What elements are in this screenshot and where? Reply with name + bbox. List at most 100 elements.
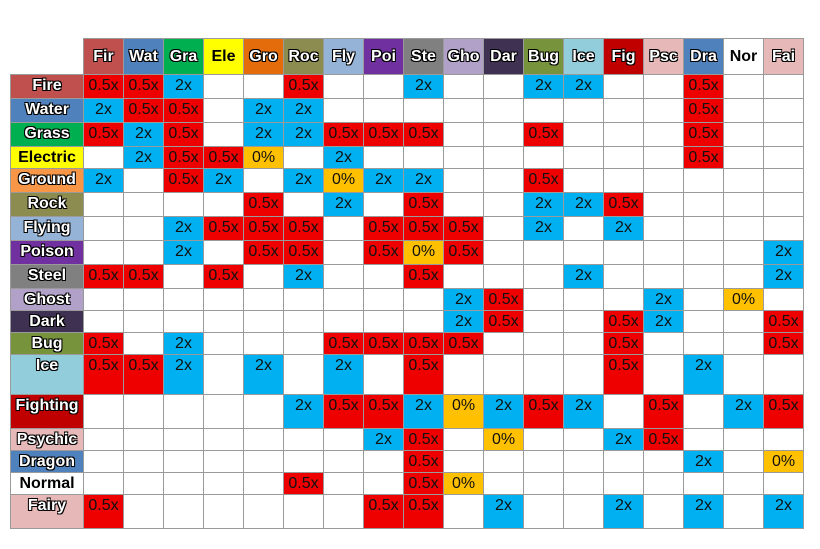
effectiveness-cell [603, 146, 644, 169]
effectiveness-cell [603, 394, 644, 429]
effectiveness-cell [163, 494, 204, 529]
effectiveness-cell [243, 494, 284, 529]
effectiveness-cell [723, 74, 764, 99]
effectiveness-cell [443, 98, 484, 123]
column-header-dra: Dra [683, 38, 724, 75]
effectiveness-cell: 0.5x [603, 192, 644, 217]
effectiveness-cell: 2x [563, 394, 604, 429]
effectiveness-cell: 0.5x [443, 332, 484, 355]
effectiveness-cell [323, 74, 364, 99]
effectiveness-cell [363, 288, 404, 311]
effectiveness-cell: 2x [763, 240, 804, 265]
attacker-row-water: Water 2x 0.5x 0.5x 2x 2x 0.5x [10, 98, 804, 123]
effectiveness-cell [483, 240, 524, 265]
attacker-row-grass: Grass 0.5x 2x 0.5x 2x 2x 0.5x 0.5x 0.5x 0.5x 0.5x [10, 122, 804, 147]
effectiveness-cell [123, 216, 164, 241]
effectiveness-cell [123, 168, 164, 193]
effectiveness-cell [203, 354, 244, 395]
effectiveness-cell: 2x [523, 74, 564, 99]
effectiveness-cell: 0.5x [403, 264, 444, 289]
effectiveness-cell: 0.5x [283, 240, 324, 265]
effectiveness-cell [563, 428, 604, 451]
effectiveness-cell: 0% [443, 472, 484, 495]
effectiveness-cell: 2x [563, 264, 604, 289]
row-header-dark: Dark [10, 310, 84, 333]
effectiveness-cell [163, 310, 204, 333]
effectiveness-cell [523, 428, 564, 451]
effectiveness-cell [603, 74, 644, 99]
effectiveness-cell [603, 472, 644, 495]
effectiveness-cell [323, 494, 364, 529]
effectiveness-cell [563, 288, 604, 311]
effectiveness-cell [123, 450, 164, 473]
row-header-fighting: Fighting [10, 394, 84, 429]
effectiveness-cell [123, 288, 164, 311]
effectiveness-cell [83, 216, 124, 241]
effectiveness-cell: 2x [83, 98, 124, 123]
effectiveness-cell: 0.5x [123, 354, 164, 395]
effectiveness-cell [563, 146, 604, 169]
effectiveness-cell: 0.5x [83, 332, 124, 355]
attacker-row-fire: Fire 0.5x 0.5x 2x 0.5x 2x 2x 2x 0.5x [10, 74, 804, 99]
effectiveness-cell [603, 168, 644, 193]
effectiveness-cell: 0.5x [403, 192, 444, 217]
effectiveness-cell [603, 122, 644, 147]
effectiveness-cell [483, 122, 524, 147]
effectiveness-cell [163, 450, 204, 473]
effectiveness-cell [523, 240, 564, 265]
column-header-roc: Roc [283, 38, 324, 75]
column-header-ice: Ice [563, 38, 604, 75]
effectiveness-cell [603, 240, 644, 265]
effectiveness-cell [283, 146, 324, 169]
effectiveness-cell [163, 264, 204, 289]
row-header-rock: Rock [10, 192, 84, 217]
effectiveness-cell [683, 472, 724, 495]
effectiveness-cell [123, 472, 164, 495]
effectiveness-cell [123, 494, 164, 529]
effectiveness-cell [283, 288, 324, 311]
column-header-poi: Poi [363, 38, 404, 75]
effectiveness-cell [683, 264, 724, 289]
effectiveness-cell [643, 216, 684, 241]
attacker-rows: Fire 0.5x 0.5x 2x 0.5x 2x 2x 2x 0.5x Water 2x 0.5x 0… [10, 74, 804, 529]
effectiveness-cell: 0.5x [683, 74, 724, 99]
effectiveness-cell [563, 494, 604, 529]
effectiveness-cell [203, 122, 244, 147]
effectiveness-cell [643, 240, 684, 265]
column-header-gho: Gho [443, 38, 484, 75]
effectiveness-cell [723, 332, 764, 355]
attacker-row-ground: Ground 2x 0.5x 2x 2x 0% 2x 2x 0.5x [10, 168, 804, 193]
effectiveness-cell [123, 332, 164, 355]
effectiveness-cell [443, 122, 484, 147]
effectiveness-cell [163, 288, 204, 311]
effectiveness-cell [443, 494, 484, 529]
effectiveness-cell: 0.5x [523, 394, 564, 429]
effectiveness-cell [563, 310, 604, 333]
effectiveness-cell [643, 472, 684, 495]
effectiveness-cell [723, 310, 764, 333]
effectiveness-cell [323, 472, 364, 495]
effectiveness-cell [363, 192, 404, 217]
effectiveness-cell: 0.5x [603, 310, 644, 333]
attacker-row-steel: Steel 0.5x 0.5x 0.5x 2x 0.5x 2x 2x [10, 264, 804, 289]
effectiveness-cell: 2x [163, 240, 204, 265]
effectiveness-cell [283, 192, 324, 217]
effectiveness-cell [283, 354, 324, 395]
effectiveness-cell [243, 450, 284, 473]
effectiveness-cell: 0.5x [83, 494, 124, 529]
attacker-row-normal: Normal 0.5x 0.5x 0% [10, 472, 804, 495]
effectiveness-cell [643, 354, 684, 395]
effectiveness-cell [643, 494, 684, 529]
effectiveness-cell: 0.5x [363, 240, 404, 265]
effectiveness-cell [283, 332, 324, 355]
effectiveness-cell: 2x [563, 74, 604, 99]
effectiveness-cell [323, 428, 364, 451]
effectiveness-cell: 2x [603, 494, 644, 529]
effectiveness-cell: 0.5x [243, 216, 284, 241]
effectiveness-cell [563, 122, 604, 147]
effectiveness-cell [723, 264, 764, 289]
attacker-row-dark: Dark 2x 0.5x 0.5x 2x 0.5x [10, 310, 804, 333]
effectiveness-cell [763, 168, 804, 193]
effectiveness-cell [443, 354, 484, 395]
effectiveness-cell [203, 74, 244, 99]
